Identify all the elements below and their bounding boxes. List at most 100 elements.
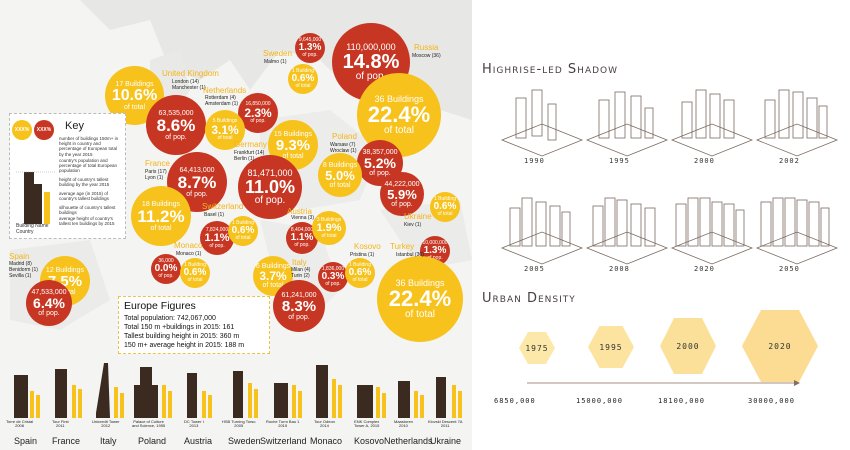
building-name: Roche Turm Bau 1 2015	[266, 419, 300, 429]
density-hexagon-1975: 1975	[519, 332, 555, 364]
circle-percentage: 2.3%	[244, 106, 272, 120]
circle-percentage: 22.4%	[367, 101, 431, 127]
cities-spain: Madrid (8) Benidorm (1) Sevilla (1)	[9, 261, 38, 279]
country-label-germany: Germany	[234, 140, 267, 149]
population-label: 18100,000	[658, 397, 705, 405]
germany-pop-circle: 81,471,000 11.0% of pop.	[238, 155, 302, 219]
density-hexagon-1995: 1995	[588, 326, 634, 368]
circle-percentage: 6.4%	[33, 295, 65, 311]
cities-austria: Vienna (3)	[291, 215, 314, 221]
country-label-austria: Austria	[287, 207, 312, 216]
circle-top-text: 81,471,000	[247, 167, 293, 178]
circle-bottom-text: of pop.	[302, 52, 318, 58]
circle-top-text: 38,357,000	[362, 149, 398, 156]
density-hexagon-2020: 2020	[742, 310, 818, 382]
circle-top-text: 63,535,000	[158, 109, 194, 117]
circle-bottom-text: of pop.	[158, 273, 174, 279]
circle-bottom-text: of pop.	[209, 242, 225, 249]
circle-percentage: 3.7%	[259, 269, 287, 283]
circle-percentage: 1.3%	[298, 42, 322, 53]
population-label: 15000,000	[576, 397, 623, 405]
circle-percentage: 8.7%	[177, 172, 217, 192]
buildings-silhouettes	[14, 363, 462, 418]
circle-top-text: 1 Building	[349, 262, 371, 268]
circle-bottom-text: of total	[187, 277, 203, 283]
sweden-pop-circle: 9,645,000 1.3% of pop.	[295, 33, 325, 63]
circle-bottom-text: of total	[262, 282, 284, 289]
country-label-switzerland: Switzerland	[202, 202, 244, 211]
austria-buildings-circle: 3 Buildings 1.9% of total	[312, 211, 346, 245]
circle-bottom-text: of pop.	[325, 281, 341, 287]
circle-percentage: 0.6%	[433, 201, 457, 212]
circle-top-text: 44,222,000	[384, 180, 420, 188]
europe-figure-row: Total population: 742,067,000	[124, 315, 216, 322]
circle-percentage: 5.2%	[364, 155, 396, 171]
circle-bottom-text: of pop.	[38, 310, 60, 317]
hex-year: 2000	[676, 341, 700, 351]
cities-netherlands: Rotterdam (4) Amsterdam (1)	[205, 95, 239, 107]
shadow-sketches	[500, 89, 839, 265]
monaco-buildings-circle: 1 Building 0.6% of total	[180, 258, 210, 288]
shadow-year-label: 2000	[694, 157, 715, 165]
circle-bottom-text: of pop.	[250, 118, 266, 124]
circle-top-text: 5 Buildings	[212, 118, 238, 124]
circle-percentage: 0.6%	[231, 225, 255, 236]
circle-percentage: 0.6%	[183, 267, 207, 278]
circle-top-text: 15 Buildings	[273, 130, 313, 138]
bottom-country-label: Monaco	[310, 436, 343, 446]
shadow-year-label: 2002	[779, 157, 800, 165]
circle-top-text: 1 Building	[232, 220, 254, 226]
bottom-country-label: Spain	[14, 436, 38, 446]
country-label-netherlands: Netherlands	[203, 86, 247, 95]
shadow-year-label: 1995	[609, 157, 630, 165]
country-label-france: France	[145, 159, 170, 168]
circle-bottom-text: of total	[282, 152, 304, 160]
urban-panel: Highrise-led Shadow	[472, 0, 850, 450]
circle-bottom-text: of total	[295, 83, 311, 89]
shadow-year-label: 2050	[779, 265, 800, 273]
bottom-country-label: Netherlands	[384, 436, 433, 446]
cities-italy: Milan (4) Turin (2)	[291, 267, 311, 279]
circle-bottom-text: of pop.	[165, 133, 187, 141]
cities-ukraine: Kiev (1)	[404, 222, 422, 228]
poland-buildings-circle: 8 Buildings 5.0% of total	[318, 153, 362, 197]
circle-bottom-text: of pop.	[369, 170, 391, 177]
sweden-buildings-circle: 1 Building 0.6% of total	[288, 64, 318, 94]
circle-percentage: 0.0%	[154, 263, 178, 274]
country-label-italy: Italy	[292, 258, 307, 267]
circle-bottom-text: of total	[321, 232, 337, 239]
cities-monaco: Monaco (1)	[176, 251, 202, 257]
circle-percentage: 8.3%	[281, 297, 317, 315]
urban-density-title: Urban Density	[482, 291, 576, 306]
circle-percentage: 9.3%	[275, 136, 311, 154]
circle-top-text: 18 Buildings	[141, 200, 181, 208]
population-label: 30000,000	[748, 397, 795, 405]
circle-top-text: 61,241,000	[281, 291, 317, 299]
kosovo-pop-circle: 1,836,000 0.3% of pop.	[318, 262, 348, 292]
circle-top-text: 9,645,000	[298, 37, 322, 43]
circle-bottom-text: of pop.	[186, 190, 208, 198]
cities-switzerland: Basel (1)	[204, 212, 225, 218]
building-name: Torre de Cristal 2008	[6, 419, 34, 429]
ukraine-buildings-circle: 1 Building 0.6% of total	[430, 192, 460, 222]
switzerland-buildings-circle: 1 Building 0.6% of total	[228, 216, 258, 246]
france-buildings-circle: 18 Buildings 11.2% of total	[131, 186, 191, 246]
turkey-buildings-circle: 36 Buildings 22.4% of total	[377, 256, 463, 342]
bottom-country-label: Switzerland	[260, 436, 307, 446]
circle-bottom-text: of total	[329, 181, 351, 189]
circle-top-text: 7,824,000	[205, 226, 229, 233]
circle-bottom-text: of pop.	[254, 194, 286, 206]
kosovo-buildings-circle: 1 Building 0.6% of total	[345, 258, 375, 288]
cities-poland: Warsaw (7) Wroclaw (1)	[330, 142, 357, 154]
circle-bottom-text: of total	[235, 235, 251, 241]
building-name: Unicredit Tower 2012	[92, 419, 120, 429]
circle-percentage: 22.4%	[388, 285, 452, 311]
infographic-panel: 17 Buildings 10.6% of total 110,000,000 14.…	[0, 0, 472, 450]
key-title: Key	[65, 120, 84, 132]
hex-year: 1975	[525, 343, 549, 353]
circle-percentage: 0.3%	[321, 271, 345, 282]
bottom-country-label: Kosovo	[354, 436, 385, 446]
circle-bottom-text: of total	[217, 135, 233, 141]
cities-kosovo: Pristina (1)	[350, 252, 375, 258]
building-name: Klovski Descent 7A 2011	[428, 419, 463, 429]
